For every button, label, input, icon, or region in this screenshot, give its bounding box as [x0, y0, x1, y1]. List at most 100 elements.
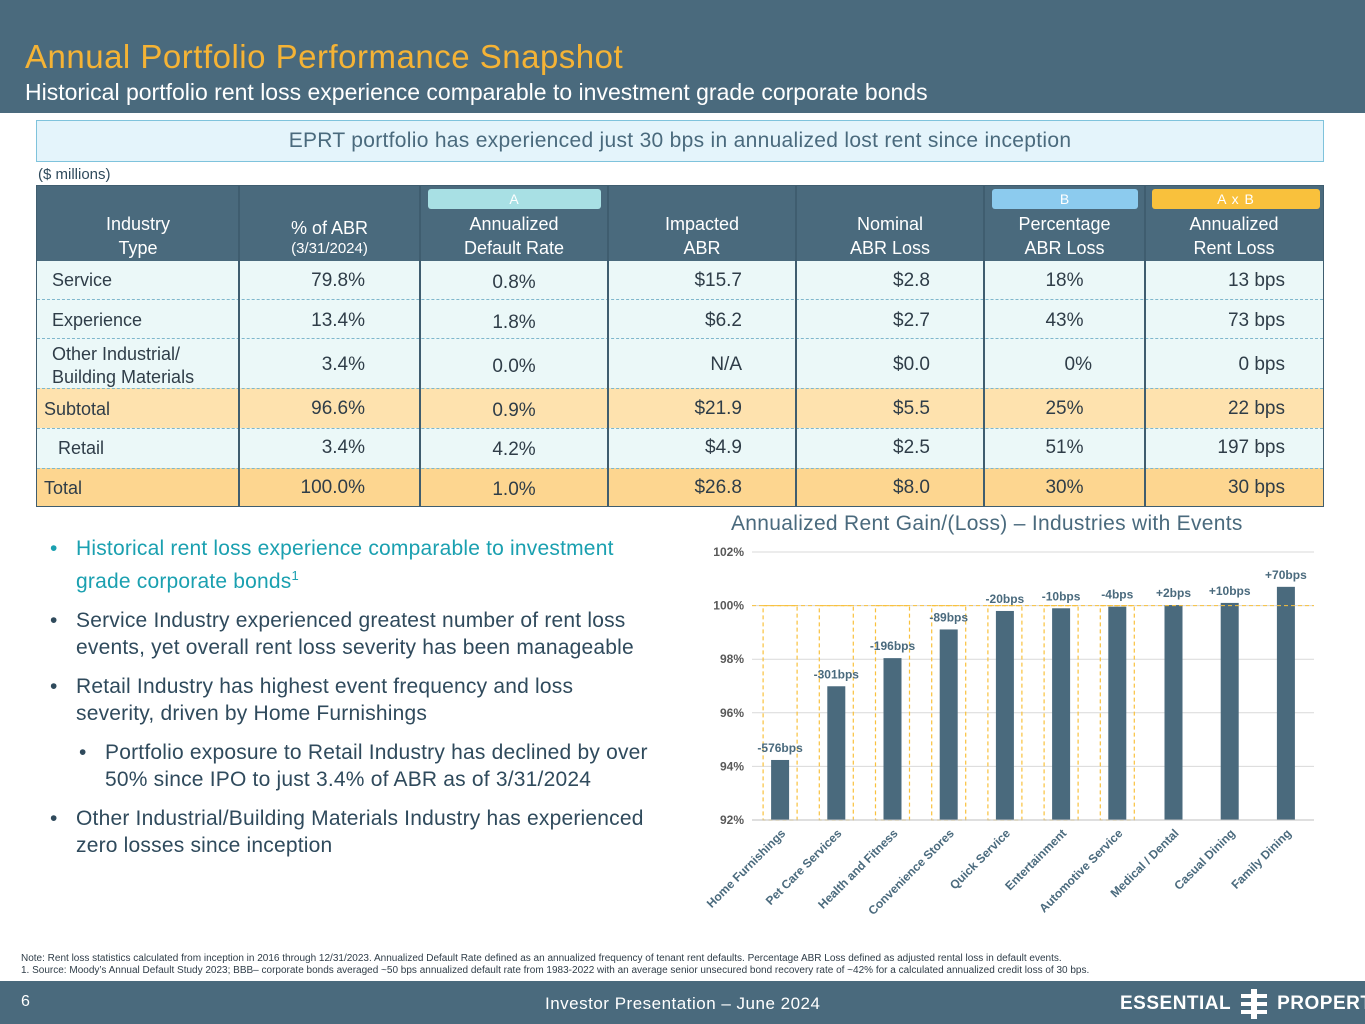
column-divider: [238, 186, 240, 506]
performance-table: A B A x B Industry Type % of ABR (3/31/2…: [36, 185, 1324, 507]
bar: [1164, 605, 1183, 820]
column-divider: [419, 186, 421, 506]
header-impacted-abr: Impacted ABR: [664, 214, 740, 258]
cell-default-rate: 0.8%: [492, 272, 536, 293]
sub-bullet-item: • Portfolio exposure to Retail Industry …: [79, 739, 650, 793]
bullet-item: • Historical rent loss experience compar…: [50, 535, 650, 595]
cell-pct-abr: 79.8%: [311, 270, 365, 291]
cell-industry: Other Industrial/ Building Materials: [52, 344, 195, 387]
data-label: -301bps: [814, 667, 860, 681]
cell-nominal-loss: $2.5: [893, 437, 930, 458]
cell-default-rate: 1.8%: [492, 312, 536, 333]
row-divider: [37, 299, 1323, 300]
header-industry: Industry Type: [105, 214, 171, 258]
cell-impacted-abr: $6.2: [705, 310, 742, 331]
cell-industry: Service: [52, 270, 113, 290]
cell-pct-abr: 3.4%: [321, 354, 365, 375]
header-default-rate: Annualized Default Rate: [463, 214, 565, 258]
cell-pct-loss: 18%: [1045, 270, 1084, 291]
callout-box: EPRT portfolio has experienced just 30 b…: [36, 120, 1324, 162]
cell-nominal-loss: $5.5: [893, 398, 930, 419]
bullet-list: • Historical rent loss experience compar…: [50, 535, 650, 871]
cell-rent-loss: 197 bps: [1217, 437, 1285, 458]
cell-impacted-abr: $4.9: [705, 437, 742, 458]
bullet-item: • Other Industrial/Building Materials In…: [50, 805, 650, 859]
tag-b: B: [992, 189, 1138, 209]
cell-industry-total: Total: [44, 478, 83, 498]
column-divider: [1144, 186, 1146, 506]
y-tick-label: 96%: [720, 706, 744, 720]
bar: [1052, 608, 1071, 820]
data-label: +2bps: [1156, 586, 1191, 600]
cell-rent-loss: 22 bps: [1227, 398, 1285, 419]
cell-impacted-abr: $26.8: [694, 477, 742, 498]
cell-nominal-loss: $8.0: [893, 477, 930, 498]
tag-a: A: [428, 189, 601, 209]
bullet-dot: •: [79, 741, 87, 764]
bullet-dot: •: [50, 675, 58, 698]
cell-pct-abr: 96.6%: [311, 398, 365, 419]
data-label: -4bps: [1101, 588, 1133, 602]
logo-text-right: PROPERTIES: [1277, 993, 1365, 1014]
row-divider: [37, 428, 1323, 429]
data-label: -20bps: [986, 592, 1025, 606]
bullet-text: Portfolio exposure to Retail Industry ha…: [105, 741, 648, 791]
cell-pct-loss: 25%: [1045, 398, 1084, 419]
cell-default-rate: 1.0%: [492, 479, 536, 500]
page-number: 6: [21, 993, 30, 1010]
bar: [827, 686, 846, 820]
y-tick-label: 92%: [720, 813, 744, 827]
logo-mark-icon: [1241, 989, 1268, 1019]
header-pct-abr-date: (3/31/2024): [291, 240, 368, 257]
cell-nominal-loss: $2.7: [893, 310, 930, 331]
cell-rent-loss: 73 bps: [1227, 310, 1285, 331]
row-divider: [37, 468, 1323, 469]
header-pct-abr-label: % of ABR: [290, 218, 369, 238]
column-divider: [607, 186, 609, 506]
cell-impacted-abr: $21.9: [694, 398, 742, 419]
tag-axb: A x B: [1152, 189, 1320, 209]
bar: [1220, 602, 1239, 820]
x-tick-label: Family Dining: [1228, 826, 1294, 892]
cell-pct-abr: 100.0%: [300, 477, 365, 498]
column-divider: [983, 186, 985, 506]
footnotes: Note: Rent loss statistics calculated fr…: [21, 953, 1351, 977]
y-tick-label: 102%: [713, 545, 744, 559]
header-pct-abr: % of ABR (3/31/2024): [239, 216, 420, 291]
header-nominal-loss: Nominal ABR Loss: [849, 214, 931, 258]
page-subtitle: Historical portfolio rent loss experienc…: [25, 79, 928, 105]
table-row-subtotal-bg: [37, 388, 1323, 428]
table-row-group: [37, 261, 1323, 388]
bullet-item: • Retail Industry has highest event freq…: [50, 673, 650, 727]
footer-bar: 6 Investor Presentation – June 2024 ESSE…: [0, 981, 1365, 1024]
company-logo: ESSENTIAL PROPERTIES: [1120, 989, 1365, 1019]
bar: [883, 658, 902, 820]
cell-industry: Retail: [58, 438, 105, 458]
footnote-ref: 1: [291, 568, 299, 583]
bullet-dot: •: [50, 609, 58, 632]
bullet-text: Historical rent loss experience comparab…: [76, 537, 614, 593]
y-tick-label: 98%: [720, 652, 744, 666]
bullet-text: Retail Industry has highest event freque…: [76, 675, 574, 725]
data-label: +10bps: [1209, 584, 1251, 598]
data-label: +70bps: [1265, 568, 1307, 582]
cell-rent-loss: 13 bps: [1227, 270, 1285, 291]
data-label: -576bps: [757, 741, 803, 755]
cell-pct-abr: 13.4%: [311, 310, 365, 331]
header-rent-loss: Annualized Rent Loss: [1189, 214, 1279, 258]
cell-pct-loss: 0%: [1064, 354, 1092, 375]
y-tick-label: 94%: [720, 759, 744, 773]
y-tick-label: 100%: [713, 599, 744, 613]
bar: [939, 629, 958, 820]
cell-default-rate: 4.2%: [492, 439, 536, 460]
column-divider: [795, 186, 797, 506]
bar: [995, 610, 1014, 820]
data-label: -10bps: [1042, 589, 1081, 603]
bar: [1276, 586, 1295, 820]
cell-pct-loss: 43%: [1045, 310, 1084, 331]
page-title: Annual Portfolio Performance Snapshot: [25, 38, 624, 75]
bullet-dot: •: [50, 807, 58, 830]
note-line: Note: Rent loss statistics calculated fr…: [21, 953, 1062, 964]
